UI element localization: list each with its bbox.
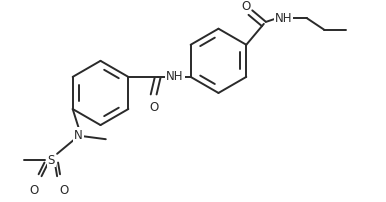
Text: NH: NH — [274, 12, 292, 24]
Text: NH: NH — [166, 70, 184, 83]
Text: N: N — [74, 128, 83, 141]
Text: O: O — [149, 100, 158, 113]
Text: O: O — [59, 183, 69, 196]
Text: O: O — [241, 0, 250, 13]
Text: O: O — [29, 183, 38, 196]
Text: S: S — [47, 153, 55, 166]
